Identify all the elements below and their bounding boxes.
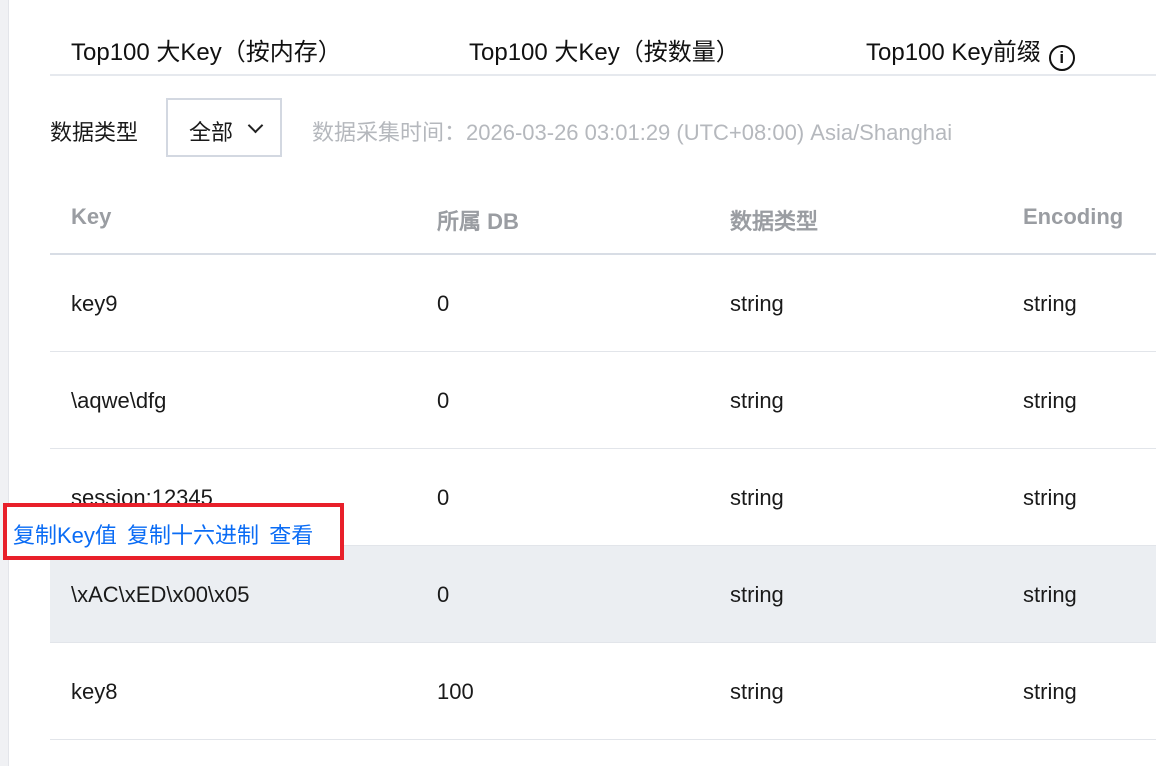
header-db: 所属 DB — [437, 209, 519, 234]
header-data-type: 数据类型 — [730, 209, 819, 234]
tab-bar: Top100 大Key（按内存） Top100 大Key（按数量） Top100… — [50, 0, 1156, 76]
view-link[interactable]: 查看 — [269, 523, 314, 548]
table-row[interactable]: \xAC\xED\x00\x05 0 string string — [50, 546, 1156, 643]
select-value: 全部 — [189, 120, 234, 145]
cell-db: 0 — [437, 485, 450, 510]
data-type-label: 数据类型 — [50, 120, 139, 145]
cell-key: \xAC\xED\x00\x05 — [71, 582, 250, 607]
tab-top100-key-prefix[interactable]: Top100 Key前缀 i — [866, 32, 1075, 71]
cell-data-type: string — [730, 485, 784, 510]
cell-db: 0 — [437, 291, 450, 316]
cell-key: key9 — [71, 291, 118, 316]
cell-data-type: string — [730, 582, 784, 607]
cell-encoding: string — [1023, 388, 1077, 413]
cell-db: 0 — [437, 388, 450, 413]
copy-key-link[interactable]: 复制Key值 — [13, 523, 117, 548]
header-encoding: Encoding — [1023, 204, 1124, 229]
chevron-down-icon — [247, 117, 264, 134]
cell-encoding: string — [1023, 291, 1077, 316]
left-sidebar-edge — [0, 0, 9, 766]
cell-key: key8 — [71, 679, 118, 704]
data-type-select[interactable]: 全部 — [166, 98, 282, 157]
table-row[interactable]: key8 100 string string — [50, 643, 1156, 740]
header-key: Key — [71, 204, 112, 229]
collect-time: 数据采集时间：2026-03-26 03:01:29 (UTC+08:00) A… — [312, 120, 953, 145]
copy-hex-link[interactable]: 复制十六进制 — [127, 523, 260, 548]
cell-key: \aqwe\dfg — [71, 388, 167, 413]
info-icon[interactable]: i — [1048, 45, 1075, 71]
cell-data-type: string — [730, 291, 784, 316]
table-header: Key 所属 DB 数据类型 Encoding — [50, 176, 1156, 255]
cell-db: 100 — [437, 679, 474, 704]
tab-top100-by-memory[interactable]: Top100 大Key（按内存） — [71, 39, 342, 66]
cell-data-type: string — [730, 679, 784, 704]
table-row[interactable]: \aqwe\dfg 0 string string — [50, 352, 1156, 449]
tab-label: Top100 Key前缀 — [866, 39, 1041, 66]
cell-encoding: string — [1023, 485, 1077, 510]
cell-db: 0 — [437, 582, 450, 607]
table-row[interactable]: key9 0 string string — [50, 255, 1156, 352]
cell-encoding: string — [1023, 679, 1077, 704]
key-action-popup: 复制Key值 复制十六进制 查看 — [3, 503, 344, 560]
tab-top100-by-count[interactable]: Top100 大Key（按数量） — [469, 39, 740, 66]
cell-data-type: string — [730, 388, 784, 413]
cell-encoding: string — [1023, 582, 1077, 607]
